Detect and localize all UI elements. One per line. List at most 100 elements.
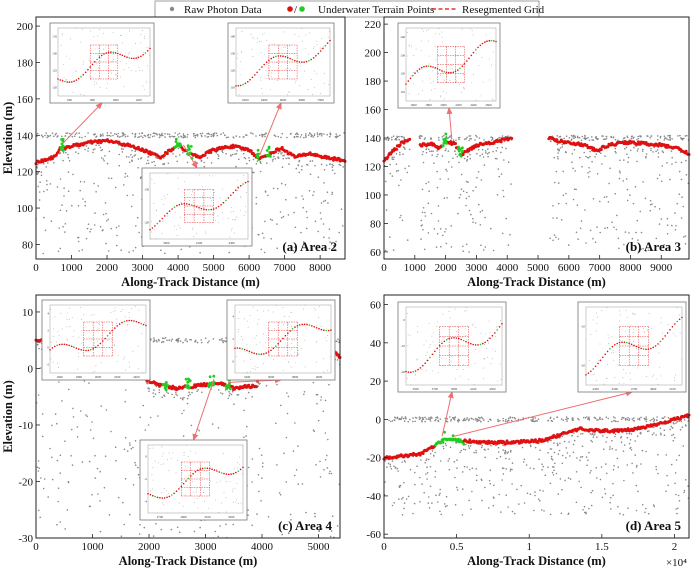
- raw-photon-point: [557, 238, 560, 240]
- inset-raw-point: [232, 219, 234, 220]
- raw-photon-point: [93, 182, 95, 185]
- inset-terrain-point: [265, 61, 268, 63]
- x-multiplier: ×10⁴: [666, 557, 687, 569]
- raw-photon-point: [645, 416, 647, 418]
- raw-photon-point: [550, 457, 553, 460]
- raw-photon-point: [439, 492, 441, 495]
- inset-raw-point: [271, 72, 273, 74]
- raw-photon-point: [596, 226, 598, 228]
- x-tick-label: 1: [526, 541, 532, 553]
- raw-photon-point: [248, 159, 251, 162]
- inset-raw-point: [230, 229, 232, 231]
- raw-photon-point: [255, 202, 258, 205]
- raw-photon-point: [399, 418, 401, 421]
- x-axis-label: Along-Track Distance (m): [121, 275, 260, 289]
- raw-photon-point: [633, 146, 635, 149]
- raw-photon-point: [131, 132, 134, 135]
- inset-raw-point: [283, 31, 285, 33]
- raw-photon-point: [175, 391, 177, 394]
- raw-photon-point: [234, 153, 236, 155]
- inset-raw-point: [180, 202, 182, 203]
- raw-photon-point: [427, 502, 430, 504]
- raw-photon-point: [679, 134, 681, 137]
- raw-photon-point: [481, 209, 484, 212]
- raw-photon-point: [71, 204, 73, 207]
- inset-raw-point: [322, 358, 324, 360]
- raw-photon-point: [78, 250, 80, 252]
- raw-photon-point: [97, 185, 99, 187]
- raw-photon-point: [312, 194, 314, 196]
- raw-photon-point: [574, 170, 576, 172]
- raw-photon-point: [106, 220, 108, 222]
- inset-terrain-point: [64, 80, 66, 83]
- raw-photon-point: [446, 504, 448, 507]
- raw-photon-point: [425, 418, 428, 420]
- raw-photon-point: [261, 465, 264, 468]
- raw-photon-point: [287, 532, 290, 535]
- raw-photon-point: [166, 391, 168, 393]
- raw-photon-point: [498, 493, 501, 496]
- raw-photon-point: [280, 404, 282, 407]
- raw-photon-point: [472, 418, 475, 421]
- inset-raw-point: [288, 316, 290, 318]
- raw-photon-point: [449, 446, 452, 449]
- inset-terrain-point: [481, 42, 484, 45]
- inset-raw-point: [314, 70, 315, 72]
- inset-y-tick-label: 120: [400, 72, 405, 76]
- inset-terrain-point: [461, 65, 464, 67]
- inset-raw-point: [237, 186, 239, 187]
- raw-photon-point: [648, 430, 650, 432]
- inset-terrain-point: [282, 55, 284, 57]
- raw-photon-point: [466, 466, 468, 468]
- raw-photon-point: [219, 525, 221, 527]
- inset-y-tick-label: 110: [230, 86, 235, 90]
- inset-terrain-point: [61, 343, 63, 346]
- raw-photon-point: [385, 180, 387, 183]
- raw-photon-point: [94, 148, 96, 150]
- inset-raw-point: [78, 356, 79, 358]
- raw-photon-point: [502, 449, 505, 451]
- raw-photon-point: [51, 132, 54, 134]
- inset-raw-point: [174, 225, 175, 227]
- raw-photon-point: [402, 146, 405, 148]
- inset-terrain-point: [135, 57, 137, 59]
- inset-raw-point: [491, 64, 493, 66]
- inset-raw-point: [301, 40, 303, 42]
- inset-raw-point: [432, 80, 434, 82]
- raw-photon-point: [635, 484, 638, 487]
- raw-photon-point: [186, 340, 189, 343]
- raw-photon-point: [280, 153, 282, 155]
- raw-photon-point: [674, 229, 677, 231]
- raw-photon-point: [496, 147, 499, 149]
- raw-photon-point: [484, 456, 487, 459]
- legend-terrain-label: Underwater Terrain Points: [318, 4, 434, 16]
- raw-photon-point: [572, 443, 575, 446]
- inset-y-tick-label: 140: [230, 35, 235, 39]
- raw-photon-point: [328, 228, 331, 230]
- raw-photon-point: [608, 182, 610, 185]
- inset-raw-point: [125, 329, 127, 331]
- raw-photon-point: [594, 241, 597, 243]
- raw-photon-point: [186, 133, 189, 136]
- raw-photon-point: [421, 153, 424, 156]
- raw-photon-point: [53, 162, 55, 164]
- raw-photon-point: [394, 138, 397, 141]
- raw-photon-point: [588, 139, 591, 142]
- raw-photon-point: [109, 135, 112, 137]
- raw-photon-point: [297, 136, 299, 138]
- raw-photon-point: [118, 136, 121, 138]
- raw-photon-point: [605, 195, 608, 198]
- y-tick-label: 80: [22, 239, 34, 251]
- raw-photon-point: [632, 137, 634, 139]
- inset-x-tick-label: 1800: [76, 375, 83, 379]
- inset-raw-point: [196, 233, 198, 235]
- y-tick-label: 100: [17, 203, 34, 215]
- inset-raw-point: [163, 195, 165, 197]
- inset-terrain-point: [407, 80, 410, 82]
- raw-photon-point: [320, 218, 323, 220]
- raw-photon-point: [38, 509, 40, 512]
- y-tick-label: 140: [365, 133, 382, 145]
- raw-photon-point: [557, 152, 559, 154]
- raw-photon-point: [397, 169, 400, 172]
- raw-photon-point: [326, 454, 328, 457]
